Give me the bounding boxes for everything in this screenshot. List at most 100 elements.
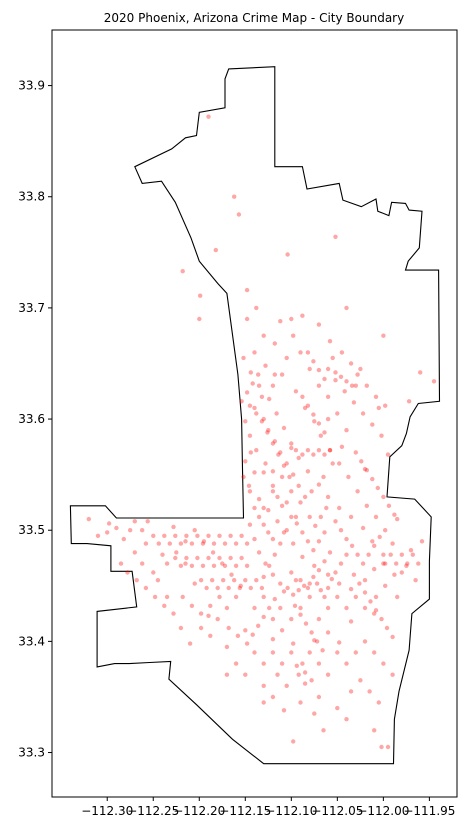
crime-point <box>184 555 189 561</box>
crime-point <box>384 625 390 631</box>
crime-point <box>254 305 259 311</box>
crime-point <box>114 525 119 531</box>
crime-point <box>338 561 344 566</box>
crime-point <box>247 522 253 527</box>
crime-point <box>418 370 423 375</box>
crime-point <box>298 500 303 505</box>
crime-point <box>164 594 170 600</box>
crime-point <box>324 505 329 511</box>
crime-point <box>370 422 375 427</box>
crime-point <box>187 641 193 646</box>
crime-point <box>213 247 218 253</box>
crime-point <box>385 452 391 457</box>
crime-point <box>266 428 271 433</box>
crime-point <box>275 519 280 524</box>
crime-point <box>167 541 172 546</box>
crime-point <box>270 572 276 577</box>
crime-point <box>132 519 137 524</box>
crime-point <box>243 672 248 677</box>
crime-point <box>348 689 354 694</box>
crime-point <box>247 403 253 408</box>
crime-point <box>314 581 320 586</box>
x-tick-label: −112.20 <box>173 804 225 818</box>
crime-point <box>252 505 257 511</box>
crime-point <box>373 608 379 613</box>
y-tick-label: 33.5 <box>18 523 45 537</box>
crime-point <box>263 461 268 466</box>
crime-point <box>321 474 326 480</box>
crime-point <box>333 519 338 524</box>
crime-point <box>178 541 184 546</box>
crime-point <box>302 405 308 411</box>
crime-point <box>250 632 255 637</box>
crime-point <box>256 372 261 377</box>
crime-point <box>386 503 392 508</box>
crime-point <box>206 114 211 119</box>
crime-point <box>184 533 189 538</box>
city-boundary <box>69 66 441 765</box>
crime-point <box>284 528 289 533</box>
x-tick-label: −112.10 <box>265 804 317 818</box>
crime-point <box>246 483 252 488</box>
crime-point <box>261 614 266 620</box>
crime-point <box>309 489 314 494</box>
crime-point <box>291 739 296 744</box>
crime-point <box>210 578 215 583</box>
crime-point <box>362 639 368 644</box>
crime-point <box>370 539 375 544</box>
crime-point <box>289 514 294 520</box>
crime-point <box>316 568 322 573</box>
crime-point <box>316 367 322 373</box>
crime-point <box>261 700 266 705</box>
crime-point <box>261 661 266 666</box>
crime-point <box>261 522 266 527</box>
crime-point <box>346 474 351 480</box>
crime-point <box>370 476 375 482</box>
crime-point <box>376 700 381 705</box>
crime-point <box>302 583 307 588</box>
crime-point <box>413 578 418 583</box>
crime-point <box>376 405 381 411</box>
crime-point <box>305 403 311 408</box>
crime-point <box>272 596 277 602</box>
crime-point <box>348 514 354 520</box>
crime-point <box>408 548 414 553</box>
map-title: 2020 Phoenix, Arizona Crime Map - City B… <box>104 11 404 25</box>
crime-point <box>337 640 342 645</box>
crime-point <box>178 625 184 631</box>
crime-point <box>228 555 233 561</box>
x-tick-label: −112.15 <box>219 804 271 818</box>
crime-point <box>211 541 217 546</box>
crime-point <box>344 305 349 311</box>
crime-point <box>125 570 130 575</box>
crime-point <box>322 452 327 457</box>
crime-point <box>312 638 317 643</box>
crime-point <box>322 530 327 535</box>
crime-point <box>316 482 322 487</box>
crime-point <box>298 700 303 705</box>
crime-point <box>291 333 296 338</box>
crime-point <box>270 489 276 494</box>
crime-point <box>221 578 226 583</box>
crime-point <box>217 533 222 538</box>
crime-point <box>272 439 277 444</box>
crime-point <box>360 525 366 531</box>
crime-point <box>368 599 373 604</box>
crime-point <box>358 366 363 372</box>
crime-point <box>325 572 331 577</box>
crime-point <box>211 563 217 568</box>
crime-point <box>285 585 290 591</box>
crime-point <box>381 494 386 500</box>
crime-point <box>349 383 355 388</box>
crime-point <box>261 470 266 475</box>
crime-point <box>296 588 301 593</box>
crime-point <box>261 574 266 580</box>
crime-point <box>235 633 241 638</box>
crime-point <box>293 389 299 394</box>
crime-point <box>284 355 289 361</box>
crime-point <box>327 339 333 344</box>
crime-point <box>359 459 364 464</box>
y-tick-label: 33.3 <box>18 746 45 760</box>
crime-point <box>381 552 386 557</box>
crime-point <box>339 444 345 449</box>
